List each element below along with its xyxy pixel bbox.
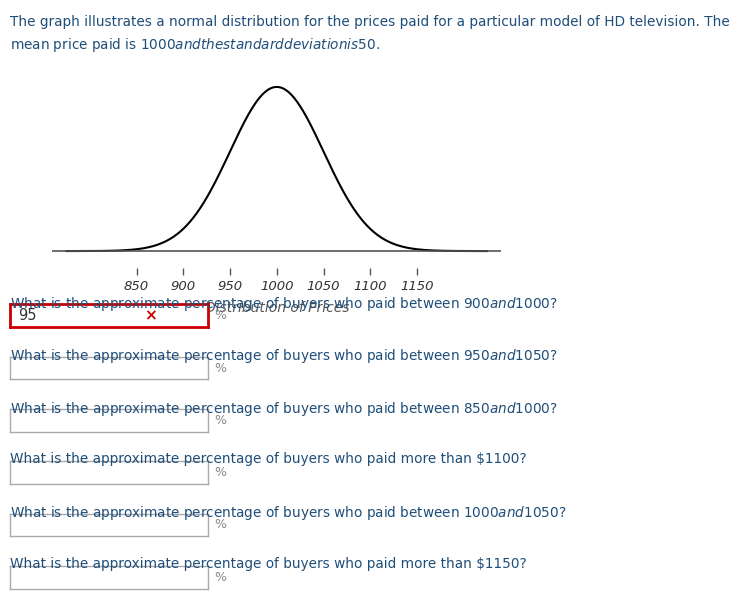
Text: mean price paid is $1000 and the standard deviation is $50.: mean price paid is $1000 and the standar…: [10, 36, 380, 54]
Text: What is the approximate percentage of buyers who paid more than $1100?: What is the approximate percentage of bu…: [10, 452, 527, 466]
Text: What is the approximate percentage of buyers who paid more than $1150?: What is the approximate percentage of bu…: [10, 557, 527, 571]
X-axis label: Distribution of Prices: Distribution of Prices: [204, 301, 349, 315]
Text: %: %: [214, 414, 226, 427]
Text: %: %: [214, 362, 226, 375]
Text: What is the approximate percentage of buyers who paid between $1000 and $1050?: What is the approximate percentage of bu…: [10, 504, 566, 522]
Text: %: %: [214, 309, 226, 322]
Text: %: %: [214, 571, 226, 584]
Text: What is the approximate percentage of buyers who paid between $900 and $1000?: What is the approximate percentage of bu…: [10, 295, 557, 313]
Text: The graph illustrates a normal distribution for the prices paid for a particular: The graph illustrates a normal distribut…: [10, 15, 729, 30]
Text: 95: 95: [18, 308, 36, 323]
Text: %: %: [214, 466, 226, 479]
Text: %: %: [214, 518, 226, 531]
Text: What is the approximate percentage of buyers who paid between $950 and $1050?: What is the approximate percentage of bu…: [10, 347, 557, 365]
Text: ×: ×: [144, 308, 157, 323]
Text: What is the approximate percentage of buyers who paid between $850 and $1000?: What is the approximate percentage of bu…: [10, 400, 557, 418]
